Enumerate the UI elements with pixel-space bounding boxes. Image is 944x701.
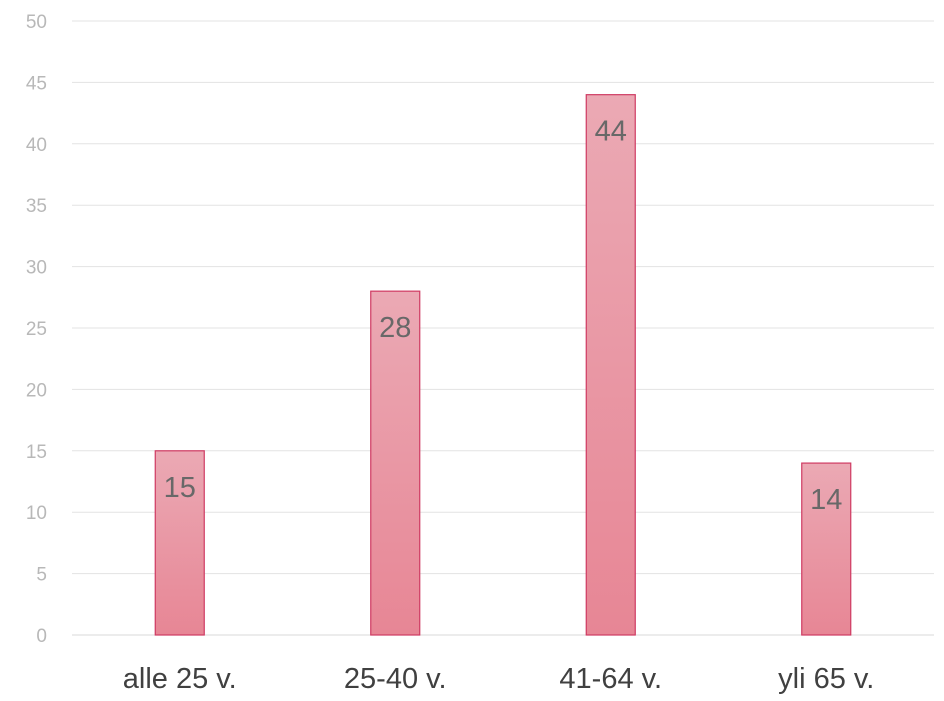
y-tick-label: 0 [36, 626, 47, 647]
y-tick-label: 25 [26, 319, 47, 340]
y-tick-label: 15 [26, 442, 47, 463]
bar [154, 450, 205, 636]
x-tick-label: 25-40 v. [344, 663, 447, 695]
x-axis: alle 25 v. 25-40 v. 41-64 v. yli 65 v. [123, 663, 875, 695]
y-tick-label: 20 [26, 380, 47, 401]
data-label: 28 [379, 312, 411, 344]
y-tick-label: 40 [26, 135, 47, 156]
data-label: 15 [164, 472, 196, 504]
y-tick-label: 45 [26, 73, 47, 94]
bar [585, 94, 636, 636]
bar [370, 290, 421, 636]
y-tick-label: 35 [26, 196, 47, 217]
data-label: 14 [810, 484, 842, 516]
y-tick-label: 50 [26, 12, 47, 33]
x-tick-label: 41-64 v. [559, 663, 662, 695]
gridlines [72, 20, 934, 636]
y-axis: 0 5 10 15 20 25 30 35 40 45 50 [26, 12, 47, 647]
bar [801, 462, 852, 636]
bars: 15 28 44 14 [154, 94, 852, 636]
data-label: 44 [595, 116, 627, 148]
y-tick-label: 5 [36, 565, 47, 586]
y-tick-label: 30 [26, 258, 47, 279]
x-tick-label: yli 65 v. [778, 663, 874, 695]
y-tick-label: 10 [26, 503, 47, 524]
x-tick-label: alle 25 v. [123, 663, 237, 695]
